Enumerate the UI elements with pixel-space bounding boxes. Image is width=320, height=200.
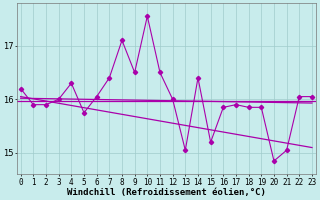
X-axis label: Windchill (Refroidissement éolien,°C): Windchill (Refroidissement éolien,°C) [67, 188, 266, 197]
